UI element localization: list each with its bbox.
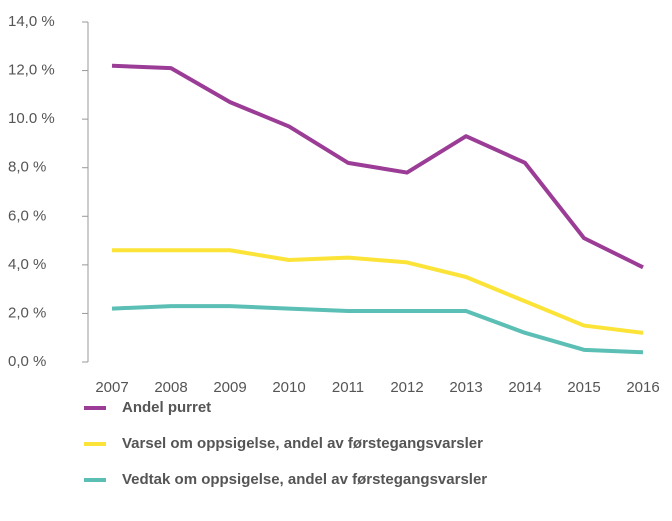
y-tick-label: 6,0 %	[8, 207, 46, 224]
x-tick-label: 2016	[626, 379, 659, 396]
y-tick-label: 2,0 %	[8, 304, 46, 321]
y-tick-label: 4,0 %	[8, 256, 46, 273]
x-tick-label: 2012	[390, 379, 423, 396]
x-tick-label: 2009	[213, 379, 246, 396]
y-tick-label: 10.0 %	[8, 110, 55, 127]
series-line	[111, 63, 644, 270]
series-line	[111, 304, 644, 355]
y-tick-label: 14,0 %	[8, 13, 55, 30]
x-tick-label: 2013	[449, 379, 482, 396]
legend-label: Vedtak om oppsigelse, andel av førstegan…	[122, 471, 487, 488]
x-tick-label: 2008	[154, 379, 187, 396]
y-tick-label: 8,0 %	[8, 159, 46, 176]
series-line	[112, 248, 644, 335]
y-tick-label: 12,0 %	[8, 62, 55, 79]
x-tick-label: 2014	[508, 379, 541, 396]
x-tick-label: 2010	[272, 379, 305, 396]
x-tick-label: 2007	[95, 379, 128, 396]
legend-label: Andel purret	[122, 399, 211, 416]
legend-label: Varsel om oppsigelse, andel av førstegan…	[122, 435, 483, 452]
x-tick-label: 2015	[567, 379, 600, 396]
y-tick-label: 0,0 %	[8, 353, 46, 370]
x-tick-label: 2011	[332, 379, 364, 396]
